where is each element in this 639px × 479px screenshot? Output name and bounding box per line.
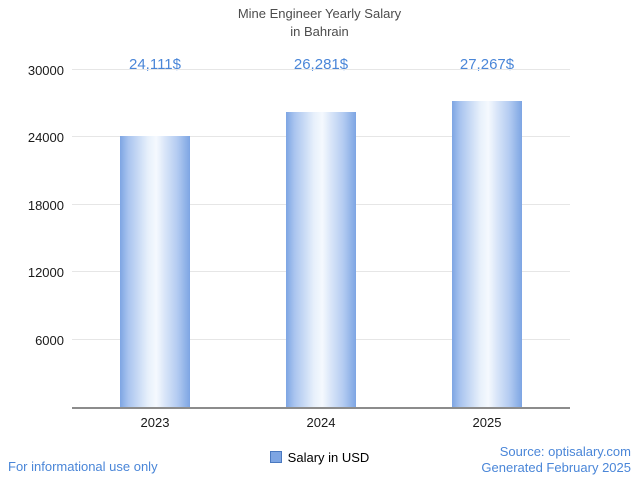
source-line: Source: optisalary.com — [499, 443, 631, 459]
x-axis-labels: 2023 2024 2025 — [72, 415, 570, 433]
legend-swatch-icon — [269, 451, 282, 463]
x-tick-label: 2023 — [140, 415, 170, 430]
bar-2023 — [120, 136, 190, 407]
chart-title-line2: in Bahrain — [290, 23, 349, 39]
y-tick-label: 24000 — [27, 130, 64, 146]
disclaimer-text: For informational use only — [8, 459, 158, 474]
x-tick-label: 2024 — [306, 415, 336, 430]
bar-value-labels: 24,111$ 26,281$ 27,267$ — [72, 56, 570, 76]
y-tick-label: 18000 — [27, 197, 64, 213]
legend-label: Salary in USD — [287, 449, 370, 465]
chart-title: Mine Engineer Yearly Salary in Bahrain — [0, 5, 639, 40]
bar-value-label: 26,281$ — [293, 56, 349, 73]
plot-area — [72, 69, 570, 409]
y-tick-label: 30000 — [27, 63, 64, 78]
chart-title-line1: Mine Engineer Yearly Salary — [237, 6, 402, 21]
y-tick-label: 6000 — [35, 332, 64, 348]
bar-2024 — [286, 111, 356, 407]
x-tick-label: 2025 — [472, 415, 502, 430]
bar-2025 — [452, 100, 522, 407]
legend: Salary in USD — [0, 449, 639, 465]
y-axis-labels: 6000 12000 18000 24000 30000 — [0, 63, 64, 407]
bar-value-label: 24,111$ — [129, 56, 181, 73]
generated-line: Generated February 2025 — [481, 459, 631, 475]
y-tick-label: 12000 — [27, 265, 64, 281]
source-info: Source: optisalary.com Generated Februar… — [481, 444, 631, 477]
bar-value-label: 27,267$ — [459, 56, 515, 73]
gridline — [72, 69, 570, 70]
